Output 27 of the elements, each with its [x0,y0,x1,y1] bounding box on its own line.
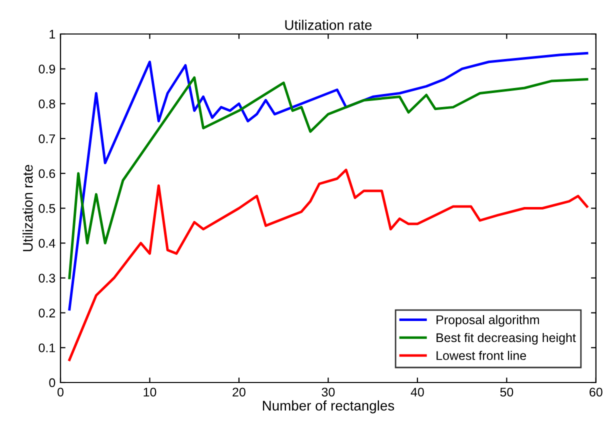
x-tick-label: 10 [144,388,156,397]
y-tick-label: 0.2 [38,308,56,318]
y-tick-label: 0 [49,378,56,388]
y-tick-label: 0.8 [38,100,56,108]
x-tick-label: 30 [322,388,335,397]
y-tick-label: 0.3 [38,274,56,283]
legend-label: Proposal algorithm [436,315,539,327]
x-axis-title: Number of rectangles [262,400,394,414]
y-tick-label: 0.6 [38,169,56,178]
line-series [68,52,588,311]
line-series [68,76,588,280]
legend-label: Lowest front line [436,350,526,360]
legend-label: Best fit decreasing height [436,332,576,345]
y-tick-label: 0.1 [38,343,56,352]
line-series [68,168,588,362]
y-tick-label: 0.9 [38,64,56,74]
y-tick-label: 0.7 [38,134,56,144]
x-tick-label: 50 [500,388,514,397]
y-tick-label: 0.5 [38,204,56,213]
x-tick-label: 20 [232,388,246,397]
y-tick-label: 0.4 [38,238,56,248]
y-axis-title: Utilization rate [22,164,33,252]
x-tick-label: 0 [58,388,64,397]
y-tick-label: 1 [50,30,56,39]
x-tick-label: 60 [590,388,602,397]
chart-title: Utilization rate [285,20,372,30]
x-tick-label: 40 [410,388,424,397]
